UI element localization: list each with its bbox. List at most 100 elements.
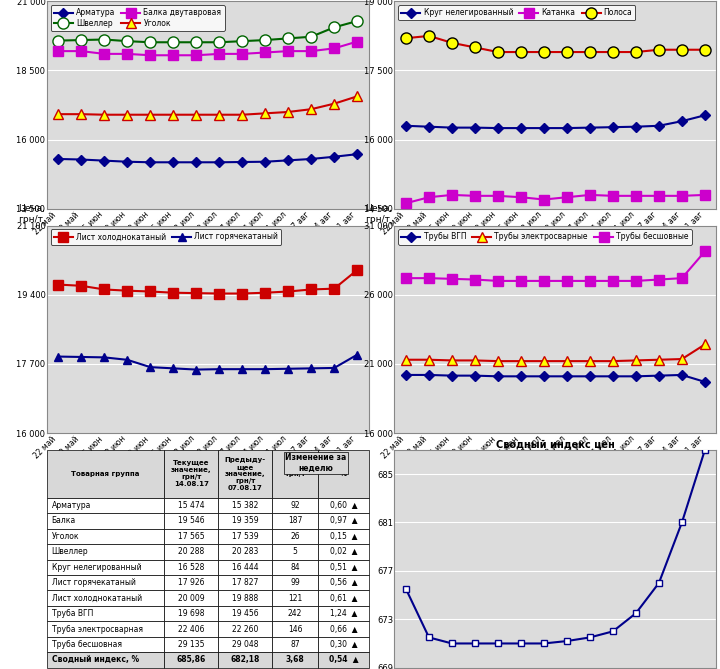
Text: Цена,
грн/т: Цена, грн/т (18, 203, 45, 223)
Катанка (471, 192, 480, 200)
Катанка (494, 192, 503, 200)
Лист холоднокатаный (146, 288, 155, 296)
Трубы электросварные (448, 357, 456, 365)
Трубы бесшовные (608, 277, 617, 285)
Уголок (330, 100, 338, 108)
Балка двутавровая (353, 37, 361, 45)
Лист холоднокатаный (123, 287, 132, 295)
Арматура (77, 155, 86, 163)
Line: Трубы бесшовные: Трубы бесшовные (401, 247, 710, 286)
Катанка (425, 193, 433, 201)
Уголок (238, 110, 246, 118)
Трубы бесшовные (678, 274, 686, 282)
Круг нелегированный (608, 123, 617, 131)
Арматура (169, 159, 178, 167)
Уголок (123, 110, 132, 118)
Лист горячекатаный (146, 363, 155, 371)
Швеллер (192, 38, 201, 46)
Круг нелегированный (494, 124, 503, 132)
Уголок (192, 110, 201, 118)
Трубы ВГП (402, 371, 410, 379)
Полоса (631, 48, 640, 56)
Лист холоднокатаный (100, 286, 109, 294)
Трубы ВГП (517, 373, 526, 381)
Лист горячекатаный (215, 365, 224, 373)
Line: Швеллер: Швеллер (53, 15, 363, 47)
Legend: Арматура, Швеллер, Балка двутавровая, Уголок: Арматура, Швеллер, Балка двутавровая, Уг… (50, 5, 225, 31)
Арматура (54, 155, 63, 163)
Трубы ВГП (631, 373, 640, 381)
Лист горячекатаный (330, 364, 338, 372)
Арматура (100, 157, 109, 165)
Уголок (284, 108, 292, 116)
Трубы ВГП (494, 373, 503, 381)
Катанка (402, 199, 410, 207)
Трубы ВГП (539, 373, 548, 381)
Балка двутавровая (146, 52, 155, 60)
Арматура (307, 155, 315, 163)
Трубы электросварные (539, 357, 548, 365)
Уголок (307, 105, 315, 113)
Катанка (701, 191, 709, 199)
Балка двутавровая (77, 47, 86, 55)
Лист холоднокатаный (330, 284, 338, 292)
Швеллер (169, 38, 178, 46)
Круг нелегированный (402, 122, 410, 130)
Line: Лист холоднокатаный: Лист холоднокатаный (53, 265, 362, 298)
Line: Балка двутавровая: Балка двутавровая (53, 37, 362, 60)
Лист холоднокатаный (192, 289, 201, 297)
Арматура (238, 158, 246, 166)
Трубы электросварные (631, 357, 640, 365)
Трубы электросварные (425, 356, 433, 364)
Line: Арматура: Арматура (55, 151, 361, 166)
Арматура (123, 158, 132, 166)
Трубы электросварные (562, 357, 571, 365)
Катанка (448, 191, 456, 199)
Трубы ВГП (678, 371, 686, 379)
Трубы бесшовные (402, 274, 410, 282)
Лист горячекатаный (238, 365, 246, 373)
Балка двутавровая (192, 52, 201, 60)
Трубы ВГП (562, 373, 571, 381)
Арматура (261, 158, 269, 166)
Лист горячекатаный (54, 353, 63, 361)
Уголок (215, 110, 224, 118)
Legend: Трубы ВГП, Трубы электросварные, Трубы бесшовные: Трубы ВГП, Трубы электросварные, Трубы б… (398, 229, 692, 245)
Полоса (471, 43, 480, 52)
Балка двутавровая (261, 48, 269, 56)
Полоса (585, 48, 594, 56)
Полоса (402, 34, 410, 42)
Line: Катанка: Катанка (401, 190, 710, 208)
Лист холоднокатаный (238, 290, 246, 298)
Трубы бесшовные (494, 277, 503, 285)
Круг нелегированный (562, 124, 571, 132)
Лист холоднокатаный (169, 289, 178, 297)
Балка двутавровая (54, 47, 63, 55)
Арматура (146, 159, 155, 167)
Арматура (330, 153, 338, 161)
Трубы бесшовные (425, 274, 433, 282)
Лист холоднокатаный (77, 282, 86, 290)
Трубы электросварные (678, 355, 686, 363)
Лист горячекатаный (100, 353, 109, 361)
Лист холоднокатаный (284, 288, 292, 296)
Круг нелегированный (701, 111, 709, 119)
Круг нелегированный (471, 124, 480, 132)
Уголок (54, 110, 63, 118)
Трубы ВГП (425, 371, 433, 379)
Балка двутавровая (307, 47, 315, 55)
Лист холоднокатаный (54, 280, 63, 288)
Полоса (425, 32, 433, 40)
Катанка (678, 192, 686, 200)
Трубы электросварные (402, 356, 410, 364)
Швеллер (307, 33, 315, 41)
Уголок (100, 110, 109, 118)
Лист горячекатаный (77, 353, 86, 361)
Балка двутавровая (169, 52, 178, 60)
Полоса (608, 48, 617, 56)
Трубы электросварные (494, 357, 503, 365)
Катанка (654, 192, 663, 200)
Катанка (539, 195, 548, 203)
Балка двутавровая (215, 50, 224, 58)
Швеллер (77, 36, 86, 44)
